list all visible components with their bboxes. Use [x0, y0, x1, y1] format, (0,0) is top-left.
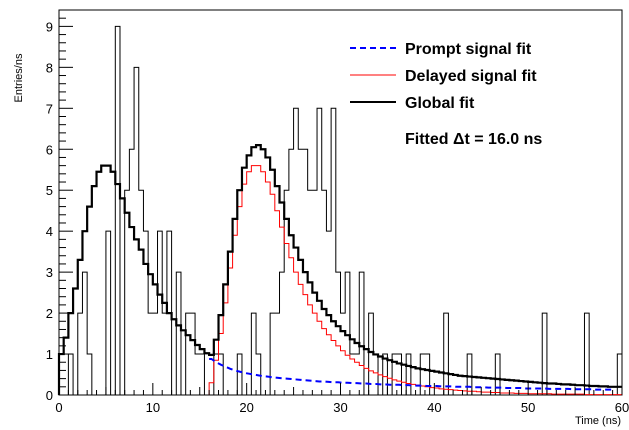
prompt-signal-fit-line: [209, 357, 615, 391]
delayed-signal-fit-line: [208, 165, 622, 396]
y-tick-label: 5: [46, 183, 53, 198]
legend-label-global: Global fit: [405, 95, 475, 112]
x-tick-label: 40: [427, 400, 441, 415]
y-tick-label: 9: [46, 19, 53, 34]
legend-label-prompt: Prompt signal fit: [405, 41, 532, 58]
axis-layer: 0 10 20 30 40 50 60 0 1 2 3 4 5 6 7 8 9: [46, 9, 629, 415]
x-tick-label: 60: [615, 400, 629, 415]
y-tick-label: 3: [46, 265, 53, 280]
x-tick-label: 10: [146, 400, 160, 415]
fit-annotation: Fitted Δt = 16.0 ns: [405, 131, 542, 148]
x-tick-label: 50: [521, 400, 535, 415]
y-tick-label: 1: [46, 347, 53, 362]
x-tick-label: 30: [333, 400, 347, 415]
y-tick-label: 2: [46, 306, 53, 321]
y-axis-title: Entries/ns: [13, 53, 25, 102]
y-tick-label: 8: [46, 60, 53, 75]
legend: Prompt signal fit Delayed signal fit Glo…: [350, 41, 542, 148]
x-tick-label: 0: [55, 400, 62, 415]
y-tick-label: 4: [46, 224, 53, 239]
y-tick-label: 7: [46, 101, 53, 116]
global-fit-line: [57, 144, 622, 395]
x-axis-title: Time (ns): [575, 415, 621, 427]
y-tick-label: 0: [46, 388, 53, 403]
legend-label-delayed: Delayed signal fit: [405, 68, 537, 85]
x-tick-label: 20: [239, 400, 253, 415]
y-tick-label: 6: [46, 142, 53, 157]
